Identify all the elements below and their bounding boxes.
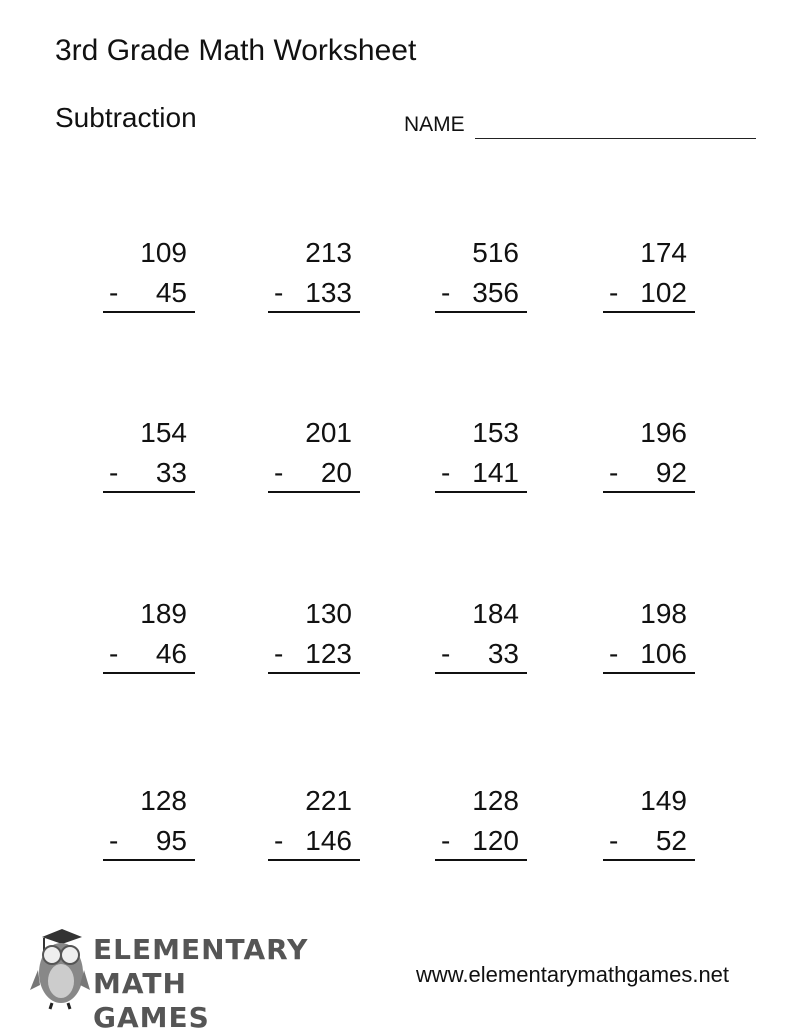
subtraction-problem: 130 -123 — [268, 594, 360, 674]
minuend: 174 — [640, 237, 687, 268]
subtrahend: 33 — [487, 638, 519, 669]
subtrahend: 123 — [305, 638, 352, 669]
subtrahend: 46 — [155, 638, 187, 669]
subtrahend: 141 — [472, 457, 519, 488]
answer-line — [103, 859, 195, 861]
subtraction-problem: 154 - 33 — [103, 413, 195, 493]
minus-sign: - — [609, 638, 619, 669]
subtraction-problem: 109 - 45 — [103, 233, 195, 313]
answer-line — [603, 672, 695, 674]
answer-line — [435, 859, 527, 861]
logo-line-2: MATH GAMES — [93, 967, 210, 1034]
minus-sign: - — [109, 638, 119, 669]
minus-sign: - — [441, 277, 451, 308]
minus-sign: - — [109, 457, 119, 488]
logo: ELEMENTARY MATH GAMES — [28, 925, 307, 1034]
answer-line — [435, 491, 527, 493]
subtrahend: 146 — [305, 825, 352, 856]
minuend: 128 — [472, 785, 519, 816]
logo-line-1: ELEMENTARY — [93, 933, 309, 966]
owl-graduation-cap-icon — [30, 929, 90, 1010]
minus-sign: - — [274, 457, 284, 488]
answer-line — [103, 672, 195, 674]
answer-line — [268, 491, 360, 493]
minuend: 130 — [305, 598, 352, 629]
answer-line — [268, 672, 360, 674]
subtrahend: 120 — [472, 825, 519, 856]
answer-line — [435, 311, 527, 313]
minus-sign: - — [609, 457, 619, 488]
minuend: 189 — [140, 598, 187, 629]
minus-sign: - — [109, 825, 119, 856]
subtrahend: 106 — [640, 638, 687, 669]
minus-sign: - — [274, 277, 284, 308]
subtraction-problem: 174 -102 — [603, 233, 695, 313]
minus-sign: - — [274, 638, 284, 669]
minus-sign: - — [609, 277, 619, 308]
minuend: 154 — [140, 417, 187, 448]
subtrahend: 45 — [155, 277, 187, 308]
answer-line — [603, 311, 695, 313]
subtrahend: 33 — [155, 457, 187, 488]
minuend: 128 — [140, 785, 187, 816]
subtraction-problem: 184 - 33 — [435, 594, 527, 674]
answer-line — [435, 672, 527, 674]
answer-line — [103, 311, 195, 313]
subtraction-problem: 198 -106 — [603, 594, 695, 674]
subtraction-problem: 128 - 95 — [103, 781, 195, 861]
subtrahend: 356 — [472, 277, 519, 308]
minuend: 184 — [472, 598, 519, 629]
minuend: 221 — [305, 785, 352, 816]
minus-sign: - — [441, 825, 451, 856]
subtrahend: 52 — [655, 825, 687, 856]
minuend: 201 — [305, 417, 352, 448]
answer-line — [603, 859, 695, 861]
subtraction-problem: 153 -141 — [435, 413, 527, 493]
worksheet-subtitle: Subtraction — [55, 102, 197, 133]
subtrahend: 20 — [320, 457, 352, 488]
answer-line — [103, 491, 195, 493]
minuend: 213 — [305, 237, 352, 268]
subtraction-problem: 189 - 46 — [103, 594, 195, 674]
minuend: 109 — [140, 237, 187, 268]
subtrahend: 133 — [305, 277, 352, 308]
answer-line — [268, 859, 360, 861]
minuend: 196 — [640, 417, 687, 448]
minuend: 198 — [640, 598, 687, 629]
subtrahend: 102 — [640, 277, 687, 308]
subtrahend: 92 — [655, 457, 687, 488]
name-label: NAME — [404, 113, 465, 136]
subtraction-problem: 213 -133 — [268, 233, 360, 313]
minus-sign: - — [109, 277, 119, 308]
minuend: 153 — [472, 417, 519, 448]
subtrahend: 95 — [155, 825, 187, 856]
minuend: 516 — [472, 237, 519, 268]
logo-text: ELEMENTARY MATH GAMES — [93, 933, 308, 1035]
name-line — [475, 138, 756, 139]
website-url: www.elementarymathgames.net — [416, 962, 730, 987]
subtraction-problem: 516 -356 — [435, 233, 527, 313]
subtraction-problem: 201 - 20 — [268, 413, 360, 493]
answer-line — [603, 491, 695, 493]
subtraction-problem: 128 -120 — [435, 781, 527, 861]
minus-sign: - — [441, 457, 451, 488]
minus-sign: - — [441, 638, 451, 669]
minus-sign: - — [274, 825, 284, 856]
worksheet-title: 3rd Grade Math Worksheet — [55, 34, 417, 67]
subtraction-problem: 196 - 92 — [603, 413, 695, 493]
subtraction-problem: 149 - 52 — [603, 781, 695, 861]
answer-line — [268, 311, 360, 313]
subtraction-problem: 221 -146 — [268, 781, 360, 861]
minus-sign: - — [609, 825, 619, 856]
minuend: 149 — [640, 785, 687, 816]
